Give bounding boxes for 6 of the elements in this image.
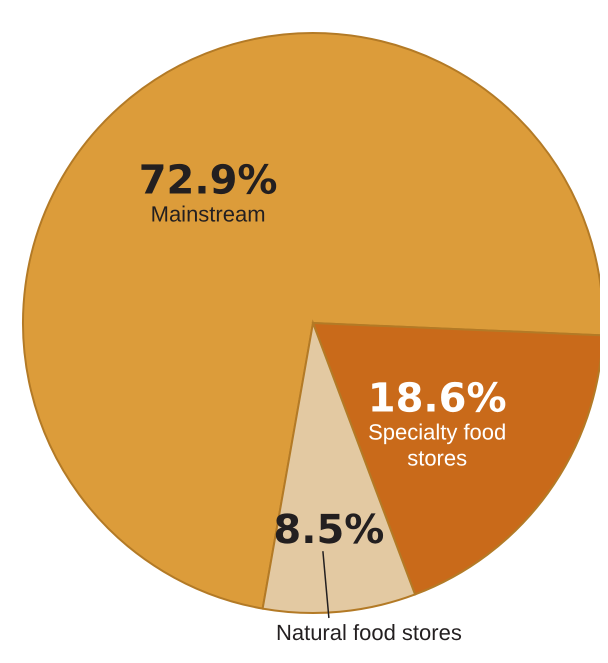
slice-label: Natural food stores [276,620,462,645]
data-label: 72.9% [138,158,278,204]
slice-label: Specialty food stores [368,420,506,471]
data-label: 18.6% [368,376,507,422]
slice-label: Mainstream [150,202,266,227]
data-label: 8.5% [273,507,384,554]
